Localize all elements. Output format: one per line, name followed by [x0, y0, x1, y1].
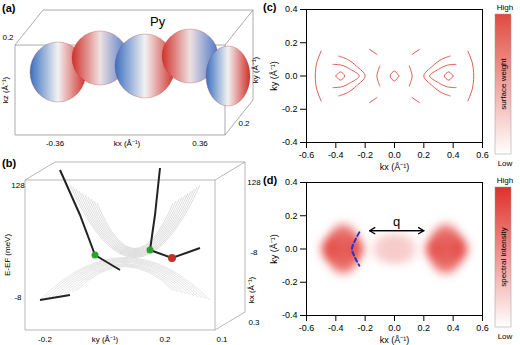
svg-text:-0.4: -0.4: [282, 137, 298, 147]
svg-text:-0.2: -0.2: [357, 150, 373, 160]
svg-text:kx (Å⁻¹): kx (Å⁻¹): [380, 335, 410, 345]
svg-text:0.2: 0.2: [238, 119, 250, 128]
svg-text:-0.6: -0.6: [299, 323, 315, 333]
svg-text:0.0: 0.0: [285, 71, 298, 81]
svg-text:-0.4: -0.4: [328, 323, 344, 333]
svg-text:spectral intensity: spectral intensity: [499, 227, 508, 287]
svg-text:-0.2: -0.2: [282, 277, 298, 287]
svg-text:High: High: [497, 176, 513, 185]
svg-text:q: q: [393, 214, 400, 229]
svg-text:-0.2: -0.2: [282, 104, 298, 114]
svg-text:0.4: 0.4: [447, 323, 460, 333]
html-text:(d): (d): [263, 174, 277, 186]
svg-text:-0.2: -0.2: [357, 323, 373, 333]
svg-text:0.3: 0.3: [248, 318, 260, 327]
html-text:(c): (c): [263, 1, 277, 13]
svg-text:Low: Low: [498, 332, 513, 341]
svg-text:0.1: 0.1: [216, 335, 228, 344]
svg-text:surface weight: surface weight: [499, 57, 508, 109]
svg-text:0.0: 0.0: [285, 244, 298, 254]
svg-text:-0.4: -0.4: [328, 150, 344, 160]
svg-text:-0.2: -0.2: [38, 335, 52, 344]
svg-text:128: 128: [247, 178, 261, 187]
svg-text:(b): (b): [2, 157, 16, 169]
svg-text:kx (Å⁻¹): kx (Å⁻¹): [114, 139, 141, 148]
svg-text:(a): (a): [2, 2, 16, 14]
svg-text:kx (Å⁻¹): kx (Å⁻¹): [247, 276, 256, 303]
svg-text:-0.36: -0.36: [46, 139, 65, 148]
svg-text:High: High: [497, 3, 513, 12]
svg-text:0.4: 0.4: [285, 4, 298, 14]
svg-text:ky (Å⁻¹): ky (Å⁻¹): [269, 61, 279, 91]
svg-text:Py: Py: [150, 14, 166, 29]
svg-text:E-EF (meV): E-EF (meV): [3, 234, 12, 277]
svg-text:ky (Å⁻¹): ky (Å⁻¹): [92, 335, 119, 344]
svg-text:Low: Low: [498, 159, 513, 168]
svg-text:kx (Å⁻¹): kx (Å⁻¹): [380, 162, 410, 172]
svg-text:0.6: 0.6: [476, 323, 489, 333]
svg-text:-0.4: -0.4: [282, 310, 298, 320]
svg-text:0.2: 0.2: [418, 150, 431, 160]
svg-text:-0.6: -0.6: [299, 150, 315, 160]
svg-text:0.0: 0.0: [388, 323, 401, 333]
svg-text:-8: -8: [14, 293, 22, 302]
svg-text:0.2: 0.2: [285, 38, 298, 48]
svg-text:0.6: 0.6: [476, 150, 489, 160]
svg-text:0.2: 0.2: [418, 323, 431, 333]
svg-text:0.2: 0.2: [159, 335, 171, 344]
svg-text:-8: -8: [250, 248, 258, 257]
svg-text:0.2: 0.2: [2, 33, 14, 42]
svg-text:0.4: 0.4: [447, 150, 460, 160]
svg-text:0.2: 0.2: [285, 211, 298, 221]
svg-text:0.4: 0.4: [285, 177, 298, 187]
svg-text:0.36: 0.36: [192, 139, 208, 148]
svg-text:128: 128: [11, 181, 25, 190]
svg-text:ky (Å⁻¹): ky (Å⁻¹): [269, 234, 279, 264]
svg-text:kz (Å⁻¹): kz (Å⁻¹): [1, 76, 10, 103]
svg-text:ky (Å⁻¹): ky (Å⁻¹): [251, 56, 260, 83]
svg-text:0.0: 0.0: [388, 150, 401, 160]
